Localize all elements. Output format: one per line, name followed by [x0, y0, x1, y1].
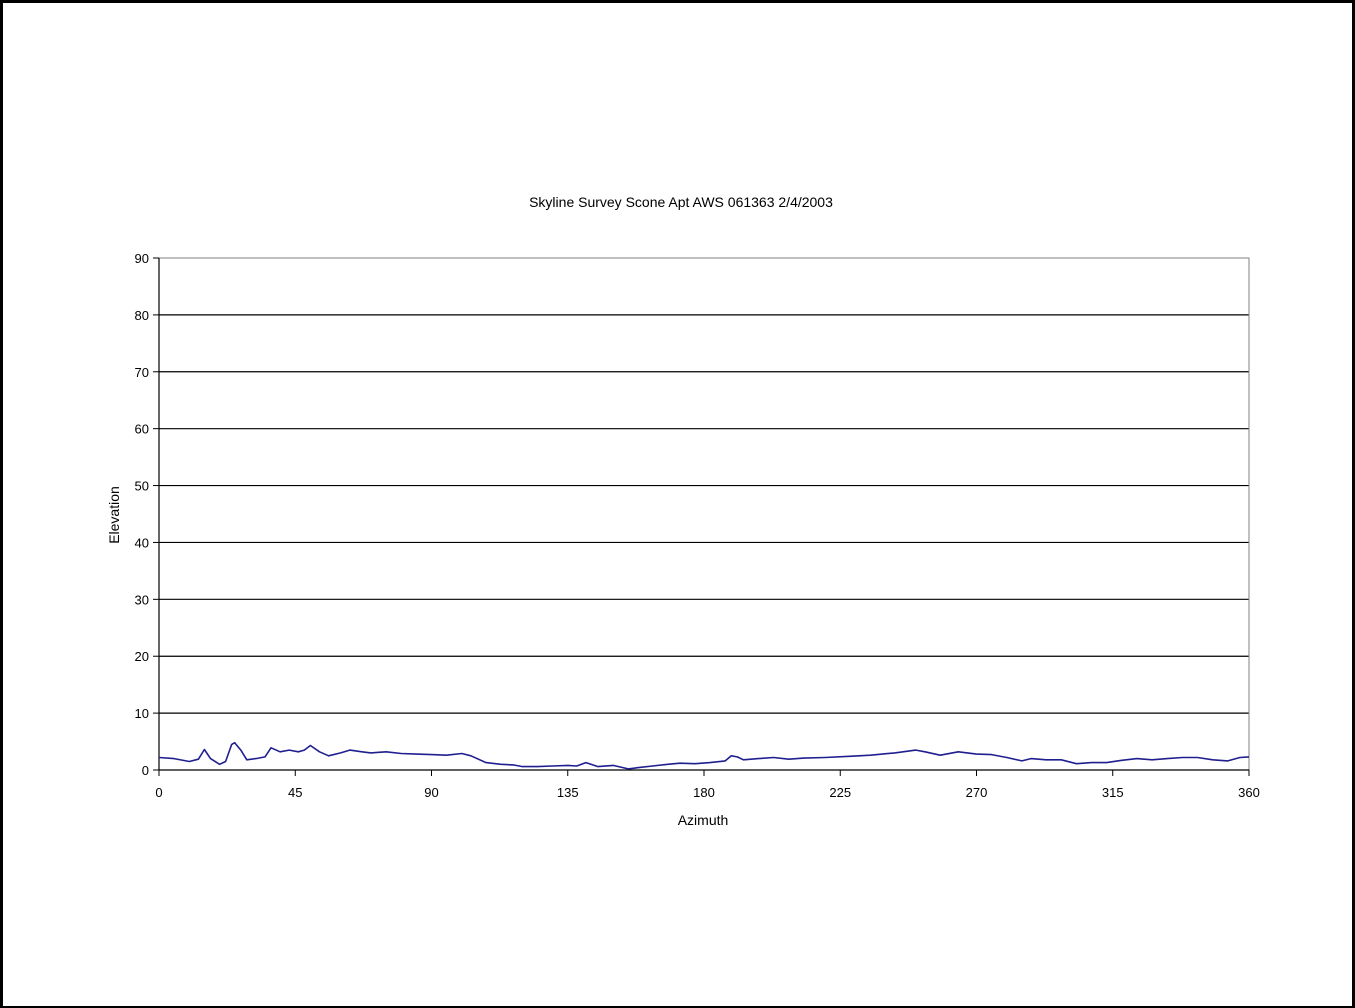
x-tick-label-180: 180 — [693, 785, 715, 800]
gridlines — [159, 314, 1249, 714]
x-tick-label-45: 45 — [288, 785, 302, 800]
y-tick-label-10: 10 — [135, 706, 149, 721]
chart-title: Skyline Survey Scone Apt AWS 061363 2/4/… — [529, 194, 833, 210]
y-tick-label-20: 20 — [135, 649, 149, 664]
x-tick-label-270: 270 — [966, 785, 988, 800]
y-tick-label-40: 40 — [135, 535, 149, 550]
tick-labels: 0 10 20 30 40 50 60 70 80 90 0 45 90 135 180 225 270 315 3… — [135, 251, 1260, 800]
y-axis-title: Elevation — [106, 486, 122, 544]
x-tick-label-135: 135 — [557, 785, 579, 800]
x-tick-label-360: 360 — [1238, 785, 1260, 800]
x-tick-label-225: 225 — [829, 785, 851, 800]
y-tick-label-50: 50 — [135, 479, 149, 494]
x-tick-label-90: 90 — [424, 785, 438, 800]
x-axis-title: Azimuth — [678, 812, 729, 828]
y-tick-label-80: 80 — [135, 308, 149, 323]
series-layer — [158, 741, 1250, 770]
y-tick-label-0: 0 — [142, 763, 149, 778]
y-tick-label-60: 60 — [135, 422, 149, 437]
x-tick-label-315: 315 — [1102, 785, 1124, 800]
y-tick-label-30: 30 — [135, 592, 149, 607]
x-tick-label-0: 0 — [155, 785, 162, 800]
y-tick-label-70: 70 — [135, 365, 149, 380]
plot-area — [158, 257, 1250, 771]
series-line-0 — [158, 741, 1250, 770]
chart: Skyline Survey Scone Apt AWS 061363 2/4/… — [106, 194, 1260, 828]
axes — [153, 257, 1250, 776]
y-tick-label-90: 90 — [135, 251, 149, 266]
